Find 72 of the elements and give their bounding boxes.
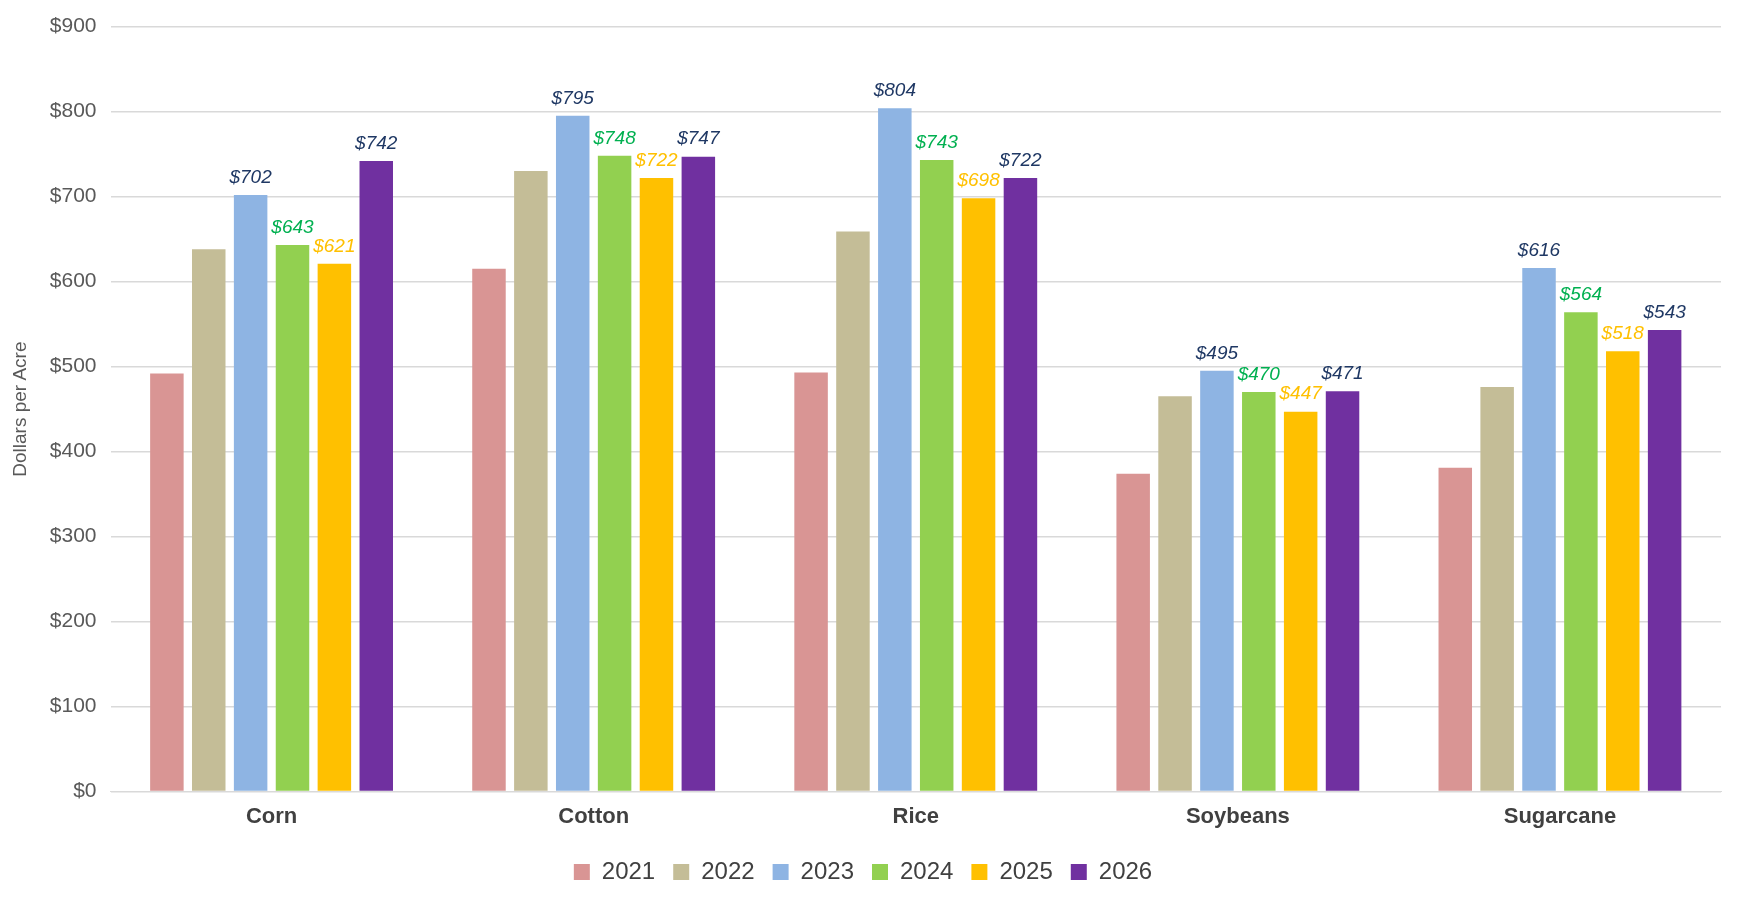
y-tick-label: $400 (49, 438, 97, 462)
legend-label: 2026 (1098, 856, 1153, 884)
data-label: $564 (1558, 282, 1603, 304)
bar (597, 155, 632, 791)
data-label: $743 (914, 130, 959, 152)
bar (1606, 351, 1640, 791)
y-tick-label: $300 (49, 523, 97, 547)
bar (1242, 392, 1276, 791)
bar (794, 372, 828, 791)
data-label: $495 (1194, 341, 1239, 363)
bar (1480, 387, 1514, 791)
data-label: $518 (1600, 322, 1645, 344)
bar (1283, 411, 1318, 791)
y-tick-label: $800 (49, 98, 97, 122)
bar (192, 249, 226, 791)
bar (555, 115, 590, 791)
y-axis-title: Dollars per Acre (8, 341, 30, 477)
bar (639, 177, 674, 791)
bar (1200, 370, 1234, 791)
y-tick-label: $700 (49, 183, 97, 207)
data-label: $616 (1516, 238, 1561, 260)
data-label: $543 (1642, 300, 1687, 322)
x-tick-label: Sugarcane (1503, 802, 1617, 828)
legend-label: 2021 (601, 856, 656, 884)
data-label: $447 (1278, 382, 1324, 404)
bar (233, 194, 268, 791)
bar (961, 198, 996, 791)
x-tick-label: Cotton (558, 802, 630, 828)
data-label: $747 (676, 127, 721, 149)
y-tick-label: $900 (49, 13, 97, 37)
bar (681, 156, 716, 791)
bar (1003, 177, 1038, 791)
x-tick-label: Rice (892, 802, 939, 828)
bar (1564, 312, 1598, 791)
x-tick-label: Corn (245, 802, 298, 828)
data-label: $471 (1320, 362, 1364, 384)
y-tick-label: $100 (49, 693, 97, 717)
bar (1158, 396, 1192, 791)
y-tick-label: $0 (73, 778, 97, 802)
bar (1438, 467, 1473, 791)
legend-label: 2022 (701, 856, 755, 884)
data-label: $470 (1236, 362, 1281, 384)
bar (317, 263, 352, 791)
bar (472, 268, 506, 791)
bar (1116, 473, 1150, 791)
bar (919, 160, 954, 791)
bar (275, 245, 310, 791)
bar (514, 171, 548, 791)
y-tick-label: $500 (49, 353, 97, 377)
y-tick-label: $200 (49, 608, 97, 632)
bar (1325, 391, 1360, 791)
bar (1522, 268, 1556, 791)
bar (150, 373, 184, 791)
bar (878, 108, 912, 791)
bar (836, 231, 870, 791)
data-label: $722 (998, 148, 1042, 170)
data-label: $698 (956, 169, 1001, 191)
data-label: $643 (270, 215, 315, 237)
data-label: $748 (592, 126, 637, 148)
bar (1647, 330, 1682, 791)
legend-label: 2023 (800, 856, 854, 884)
legend-label: 2025 (999, 856, 1053, 884)
data-label: $621 (312, 234, 356, 256)
x-tick-label: Soybeans (1185, 802, 1290, 828)
data-label: $702 (228, 165, 273, 187)
y-tick-label: $600 (49, 268, 97, 292)
bar (359, 160, 393, 791)
data-label: $722 (634, 148, 679, 170)
data-label: $795 (550, 86, 595, 108)
legend-label: 2024 (900, 856, 954, 884)
data-label: $804 (872, 78, 916, 100)
data-label: $742 (354, 131, 398, 153)
